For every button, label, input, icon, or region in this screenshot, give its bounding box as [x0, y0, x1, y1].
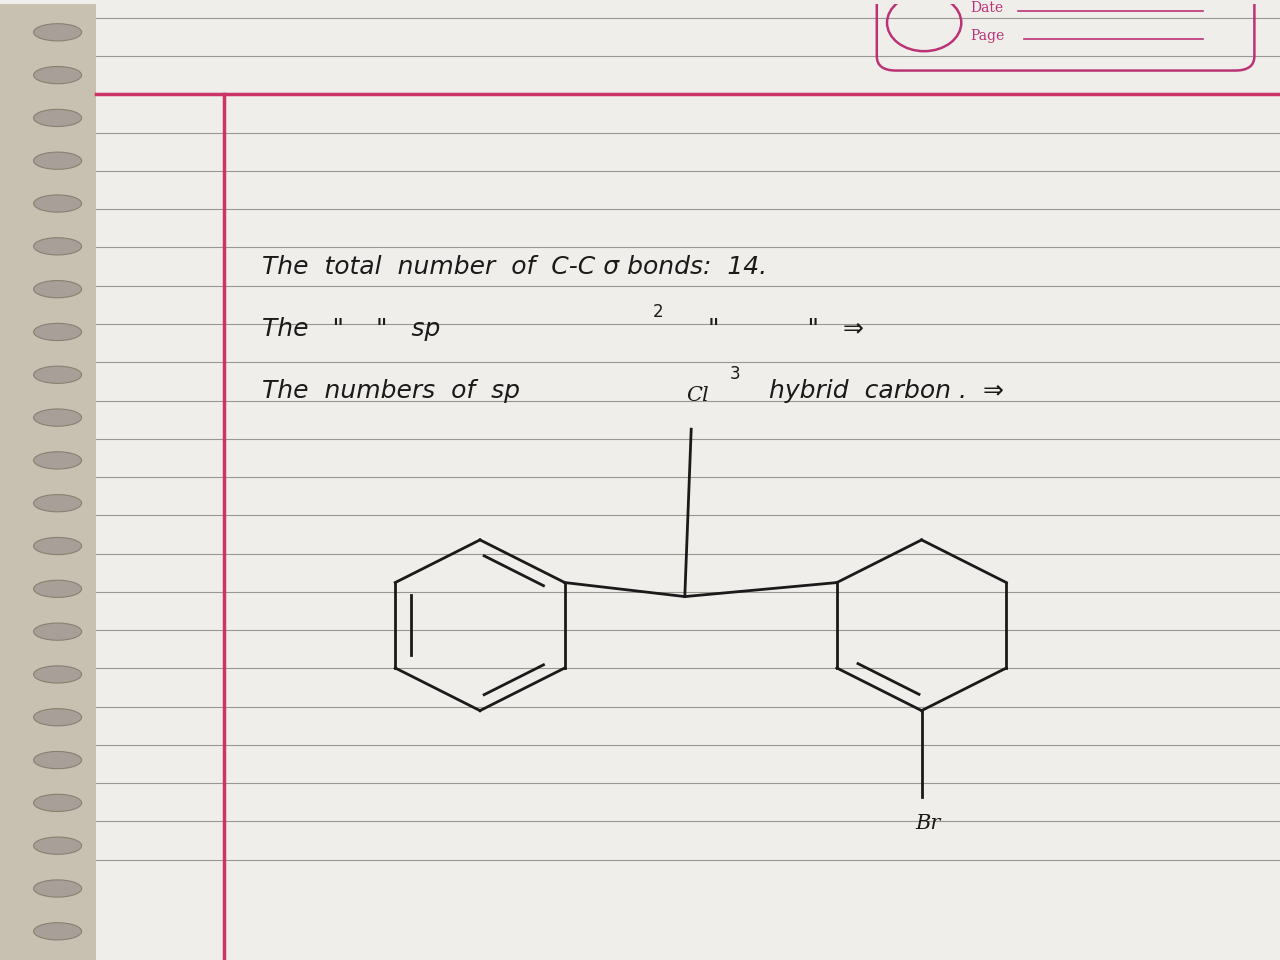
Ellipse shape — [33, 880, 82, 897]
Ellipse shape — [33, 923, 82, 940]
Ellipse shape — [33, 794, 82, 811]
Text: The  numbers  of  sp: The numbers of sp — [262, 379, 521, 403]
Text: 3: 3 — [730, 365, 740, 383]
Ellipse shape — [33, 366, 82, 383]
Ellipse shape — [33, 708, 82, 726]
Ellipse shape — [33, 24, 82, 41]
Text: Br: Br — [915, 814, 941, 833]
Text: 2: 2 — [653, 302, 663, 321]
FancyBboxPatch shape — [0, 4, 96, 960]
Ellipse shape — [33, 623, 82, 640]
Text: Cl: Cl — [686, 386, 709, 405]
Ellipse shape — [33, 666, 82, 684]
Ellipse shape — [33, 538, 82, 555]
Ellipse shape — [33, 66, 82, 84]
Ellipse shape — [33, 152, 82, 169]
Ellipse shape — [33, 109, 82, 127]
Text: The  total  number  of  C-C σ bonds:  14.: The total number of C-C σ bonds: 14. — [262, 254, 768, 278]
Text: Date: Date — [970, 1, 1004, 15]
Ellipse shape — [33, 324, 82, 341]
Ellipse shape — [33, 238, 82, 255]
Ellipse shape — [33, 195, 82, 212]
Text: hybrid  carbon .  ⇒: hybrid carbon . ⇒ — [753, 379, 1004, 403]
Ellipse shape — [33, 409, 82, 426]
Ellipse shape — [33, 580, 82, 597]
Text: The   "    "   sp: The " " sp — [262, 317, 440, 341]
Ellipse shape — [33, 494, 82, 512]
Ellipse shape — [33, 452, 82, 469]
Text: "           "   ⇒: " " ⇒ — [676, 317, 864, 341]
Ellipse shape — [33, 837, 82, 854]
Ellipse shape — [33, 280, 82, 298]
Ellipse shape — [33, 752, 82, 769]
Text: Page: Page — [970, 29, 1005, 43]
